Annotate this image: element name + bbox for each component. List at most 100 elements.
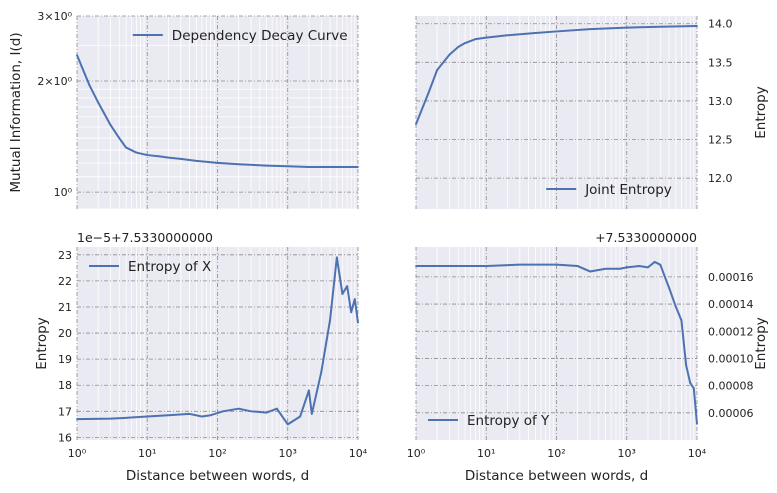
data-point — [335, 256, 338, 259]
y-axis-label: Mutual Information, I(d) — [8, 32, 24, 192]
data-point — [167, 156, 170, 159]
data-point — [357, 321, 359, 324]
data-point — [448, 265, 451, 267]
data-point — [350, 311, 353, 314]
data-point — [286, 423, 289, 426]
y-tick-label: 0.00012 — [708, 325, 754, 338]
data-point — [201, 415, 203, 418]
data-point — [653, 261, 656, 263]
y-tick-label: 0.00010 — [708, 352, 754, 365]
data-point — [668, 286, 670, 289]
data-point — [158, 155, 161, 158]
y-tick-label: 12.5 — [708, 134, 733, 147]
data-point — [646, 266, 649, 269]
data-point — [222, 410, 224, 413]
legend: Joint Entropy — [546, 182, 672, 198]
y-tick-label: 22 — [58, 275, 72, 288]
y-tick-label: 18 — [58, 379, 72, 392]
data-point — [265, 164, 268, 167]
y-axis-label: Entropy — [753, 86, 769, 138]
data-point — [353, 298, 356, 301]
panel-bottom-right: 0.00006 0.00008 0.00010 0.00012 0.00014 0.000… — [407, 230, 769, 484]
data-point — [237, 163, 240, 166]
data-point — [485, 265, 488, 267]
data-point — [589, 28, 591, 31]
x-tick-label: 10¹ — [477, 447, 495, 460]
x-tick-label: 10⁰ — [68, 447, 87, 460]
data-point — [209, 414, 212, 417]
y-tick-label: 10⁰ — [54, 186, 73, 199]
data-point — [307, 389, 310, 392]
data-point — [125, 416, 128, 419]
data-point — [689, 382, 692, 384]
data-point — [604, 267, 607, 270]
data-point — [188, 413, 191, 415]
x-tick-label: 10² — [547, 447, 565, 460]
y-tick-label: 0.00016 — [708, 271, 754, 284]
y-tick-label: 14.0 — [708, 18, 733, 31]
data-point — [534, 32, 537, 34]
axis-offset-text: 1e−5+7.5330000000 — [77, 230, 213, 245]
data-point — [109, 417, 112, 420]
x-tick-label: 10⁴ — [688, 447, 707, 460]
panel-bottom-left: 16 17 18 19 20 21 22 23 10⁰ 10¹ 10² 10³ 10⁴ Entropy Di… — [34, 230, 368, 484]
data-point — [179, 158, 182, 160]
legend-label: Dependency Decay Curve — [172, 28, 348, 44]
data-point — [625, 26, 628, 29]
data-point — [625, 266, 628, 269]
data-point — [216, 161, 219, 164]
y-tick-label: 23 — [58, 249, 72, 262]
data-point — [485, 36, 488, 39]
data-point — [76, 418, 78, 421]
data-point — [674, 305, 677, 308]
y-tick-label: 0.00006 — [708, 407, 754, 420]
data-point — [457, 45, 460, 48]
data-point — [265, 411, 268, 414]
y-tick-label: 19 — [58, 353, 72, 366]
legend-label: Joint Entropy — [584, 182, 672, 198]
data-point — [448, 53, 451, 56]
data-point — [146, 154, 149, 156]
y-tick-label: 0.00014 — [708, 298, 754, 311]
legend: Entropy of X — [89, 259, 211, 275]
data-point — [696, 25, 698, 27]
x-tick-label: 10³ — [618, 447, 636, 460]
data-point — [97, 101, 100, 104]
data-point — [341, 293, 344, 295]
legend: Dependency Decay Curve — [132, 28, 348, 44]
data-point — [464, 42, 467, 44]
data-point — [275, 407, 278, 410]
y-tick-label: 16 — [58, 431, 72, 444]
data-point — [125, 146, 128, 149]
data-point — [555, 263, 558, 266]
data-point — [619, 267, 621, 270]
panel-top-right: 12.0 12.5 13.0 13.5 14.0 Entropy Joint Entropy — [415, 16, 769, 209]
y-tick-label: 20 — [58, 327, 72, 340]
data-point — [88, 84, 91, 86]
y-tick-label: 13.0 — [708, 95, 733, 108]
data-point — [692, 387, 695, 390]
axis-offset-text: +7.5330000000 — [595, 230, 697, 245]
data-point — [415, 265, 417, 267]
data-point — [555, 30, 558, 33]
y-axis-label: Entropy — [753, 317, 769, 369]
y-tick-label: 0.00008 — [708, 380, 754, 393]
data-point — [357, 166, 359, 168]
data-point — [286, 165, 289, 168]
x-axis-label: Distance between words, d — [126, 468, 309, 484]
data-point — [415, 123, 417, 125]
y-tick-label: 2×10⁰ — [37, 75, 72, 88]
data-point — [329, 319, 331, 321]
data-point — [638, 265, 641, 267]
data-point — [109, 124, 112, 126]
data-point — [167, 414, 170, 417]
legend-label: Entropy of Y — [467, 413, 550, 429]
data-point — [685, 364, 688, 367]
x-axis-label: Distance between words, d — [465, 468, 648, 484]
legend-label: Entropy of X — [128, 259, 211, 275]
data-point — [506, 34, 509, 37]
x-tick-label: 10¹ — [138, 447, 156, 460]
data-point — [135, 151, 138, 154]
data-point — [346, 285, 349, 288]
